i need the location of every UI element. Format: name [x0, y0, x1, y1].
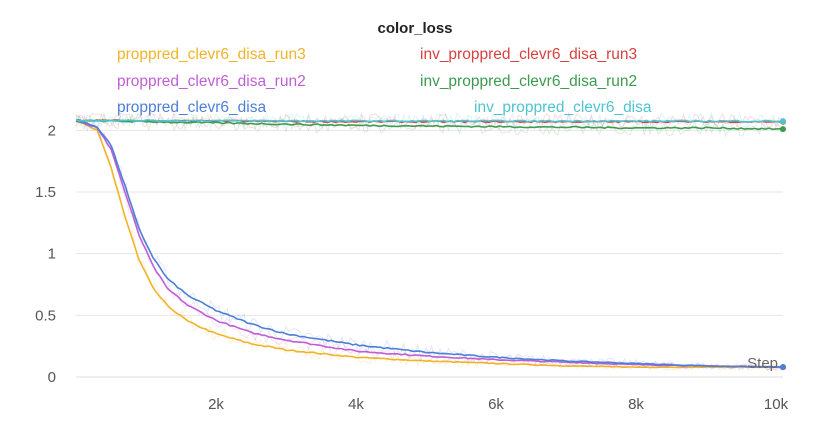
- series-raw-proppred-clevr6-disa-run2: [75, 114, 782, 371]
- series-line-inv-proppred-clevr6-disa: [75, 119, 784, 123]
- series-raw-proppred-clevr6-disa: [75, 115, 782, 371]
- series-raw-proppred-clevr6-disa-run3: [75, 114, 782, 372]
- y-tick-label: 0.5: [35, 307, 56, 324]
- legend-item-proppred-run2[interactable]: proppred_clevr6_disa_run2: [117, 73, 306, 90]
- y-tick-label: 2: [48, 122, 56, 139]
- y-tick-label: 1: [48, 246, 56, 263]
- x-tick-label: 8k: [628, 396, 644, 413]
- series-end-point-inv-proppred-clevr6-disa-run2: [780, 126, 786, 133]
- x-tick-label: 4k: [348, 396, 364, 413]
- x-tick-label: 10k: [764, 396, 789, 413]
- series-raw-inv-proppred-clevr6-disa: [75, 111, 783, 131]
- series-line-proppred-clevr6-disa-run2: [75, 120, 784, 369]
- chart-title: color_loss: [377, 20, 453, 37]
- series-line-inv-proppred-clevr6-disa-run2: [75, 119, 784, 131]
- legend-item-inv-proppred[interactable]: inv_proppred_clevr6_disa: [474, 99, 652, 116]
- legend-item-proppred[interactable]: proppred_clevr6_disa: [117, 99, 267, 116]
- x-tick-label: 6k: [488, 396, 504, 413]
- x-axis-label: Step: [747, 355, 778, 372]
- legend-item-proppred-run3[interactable]: proppred_clevr6_disa_run3: [117, 46, 306, 63]
- legend-item-inv-proppred-run3[interactable]: inv_proppred_clevr6_disa_run3: [420, 46, 638, 63]
- series-line-proppred-clevr6-disa: [75, 120, 784, 369]
- series-end-point-proppred-clevr6-disa: [780, 364, 786, 371]
- series-line-proppred-clevr6-disa-run3: [75, 120, 784, 369]
- y-tick-label: 0: [48, 369, 56, 386]
- x-tick-label: 2k: [208, 396, 224, 413]
- legend-item-inv-proppred-run2[interactable]: inv_proppred_clevr6_disa_run2: [420, 73, 638, 90]
- y-tick-label: 1.5: [35, 184, 56, 201]
- series-end-point-inv-proppred-clevr6-disa: [780, 118, 786, 125]
